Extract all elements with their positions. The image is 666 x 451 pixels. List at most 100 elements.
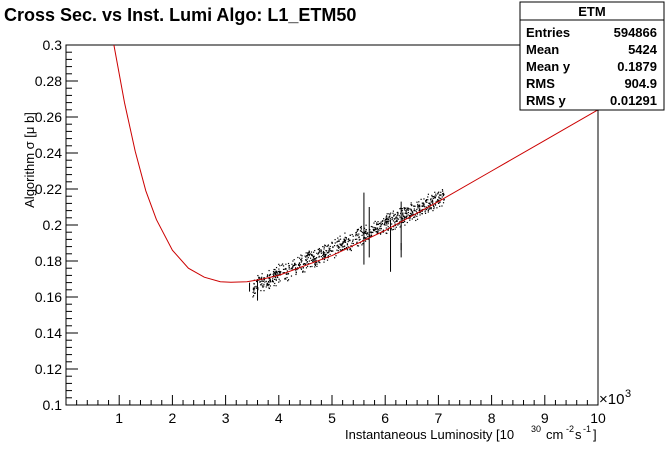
scatter-point [270,281,272,283]
scatter-point [429,206,431,208]
scatter-point [392,210,395,212]
scatter-point [313,260,315,262]
scatter-point [261,283,263,285]
scatter-point [344,236,346,238]
scatter-point [385,232,387,234]
scatter-point [320,251,322,253]
scatter-point [360,225,362,228]
scatter-point [312,258,314,261]
scatter-point [266,275,269,277]
scatter-point [385,218,387,221]
scatter-point [253,295,255,297]
x-tick-label: 1 [115,410,123,426]
scatter-point [292,266,294,268]
scatter-point [350,245,352,247]
scatter-point [402,215,404,218]
scatter-point [432,196,435,198]
scatter-point [299,257,301,259]
scatter-point [312,260,314,262]
stats-box-rows: Entries 594866 Mean 5424 Mean y 0.1879 RMS 904.… [526,25,658,108]
scatter-point [407,211,410,214]
scatter-point [357,229,359,231]
scatter-point [295,272,297,274]
scatter-point [441,189,444,191]
scatter-point [336,245,338,247]
scatter-point [307,253,309,255]
scatter-point [334,238,336,241]
scatter-point [285,273,287,275]
scatter-point [432,202,434,204]
scatter-point [339,238,342,240]
scatter-point [388,213,390,215]
scatter-point [305,256,307,258]
scatter-point [407,209,409,211]
scatter-point [283,272,286,274]
scatter-point [294,267,297,269]
scatter-point [314,264,316,267]
scatter-point [425,199,428,201]
scatter-point [269,280,272,282]
scatter-point [261,285,264,287]
stats-row-value: 0.01291 [610,93,657,108]
scatter-point [253,292,256,294]
scatter-point [405,213,408,215]
scatter-point [352,240,354,242]
scatter-point [424,206,426,208]
scatter-point [354,238,357,241]
scatter-point [344,241,347,243]
scatter-point [418,204,421,206]
scatter-point [415,210,417,212]
scatter-point [305,252,307,254]
scatter-point [366,232,368,235]
scatter-point [344,241,346,243]
scatter-point [278,281,280,283]
scatter-point [350,249,352,252]
scatter-point [360,228,362,230]
scatter-point [349,248,351,251]
scatter-point [333,257,336,259]
scatter-point [387,220,389,223]
scatter-point [314,266,316,268]
scatter-point [328,250,330,252]
scatter-point [252,288,254,290]
scatter-point [414,209,416,212]
scatter-point [363,227,366,229]
y-tick-label: 0.14 [35,325,62,341]
scatter-point [433,206,435,208]
scatter-point [337,240,339,242]
scatter-point [391,223,393,225]
scatter-point [304,264,307,266]
scatter-point [397,213,399,215]
scatter-point [316,262,318,264]
x-axis-title-close: ] [593,427,597,442]
scatter-point [396,215,398,217]
scatter-point [291,263,293,265]
scatter-point [369,235,371,238]
scatter-point [263,283,265,285]
scatter-point [393,215,395,217]
scatter-point [269,279,271,281]
scatter-point [442,202,445,204]
scatter-point [345,247,348,249]
scatter-point [322,251,324,254]
scatter-point [313,257,315,260]
scatter-point [311,254,313,256]
scatter-point [373,229,375,231]
scatter-point [339,243,341,245]
scatter-point [332,250,334,252]
scatter-point [329,245,331,248]
scatter-point [401,217,403,219]
y-tick-label: 0.1 [43,397,63,413]
scatter-point [304,255,306,257]
scatter-point [340,249,342,251]
scatter-point [443,199,445,201]
scatter-point [337,237,339,239]
scatter-point [387,221,389,223]
scatter-point [359,238,361,241]
scatter-point [441,193,444,195]
scatter-point [315,259,317,261]
x-axis-title-exp: 30 [531,424,541,434]
scatter-point [337,250,339,252]
scatter-point [404,209,406,211]
scatter-point [427,193,429,195]
